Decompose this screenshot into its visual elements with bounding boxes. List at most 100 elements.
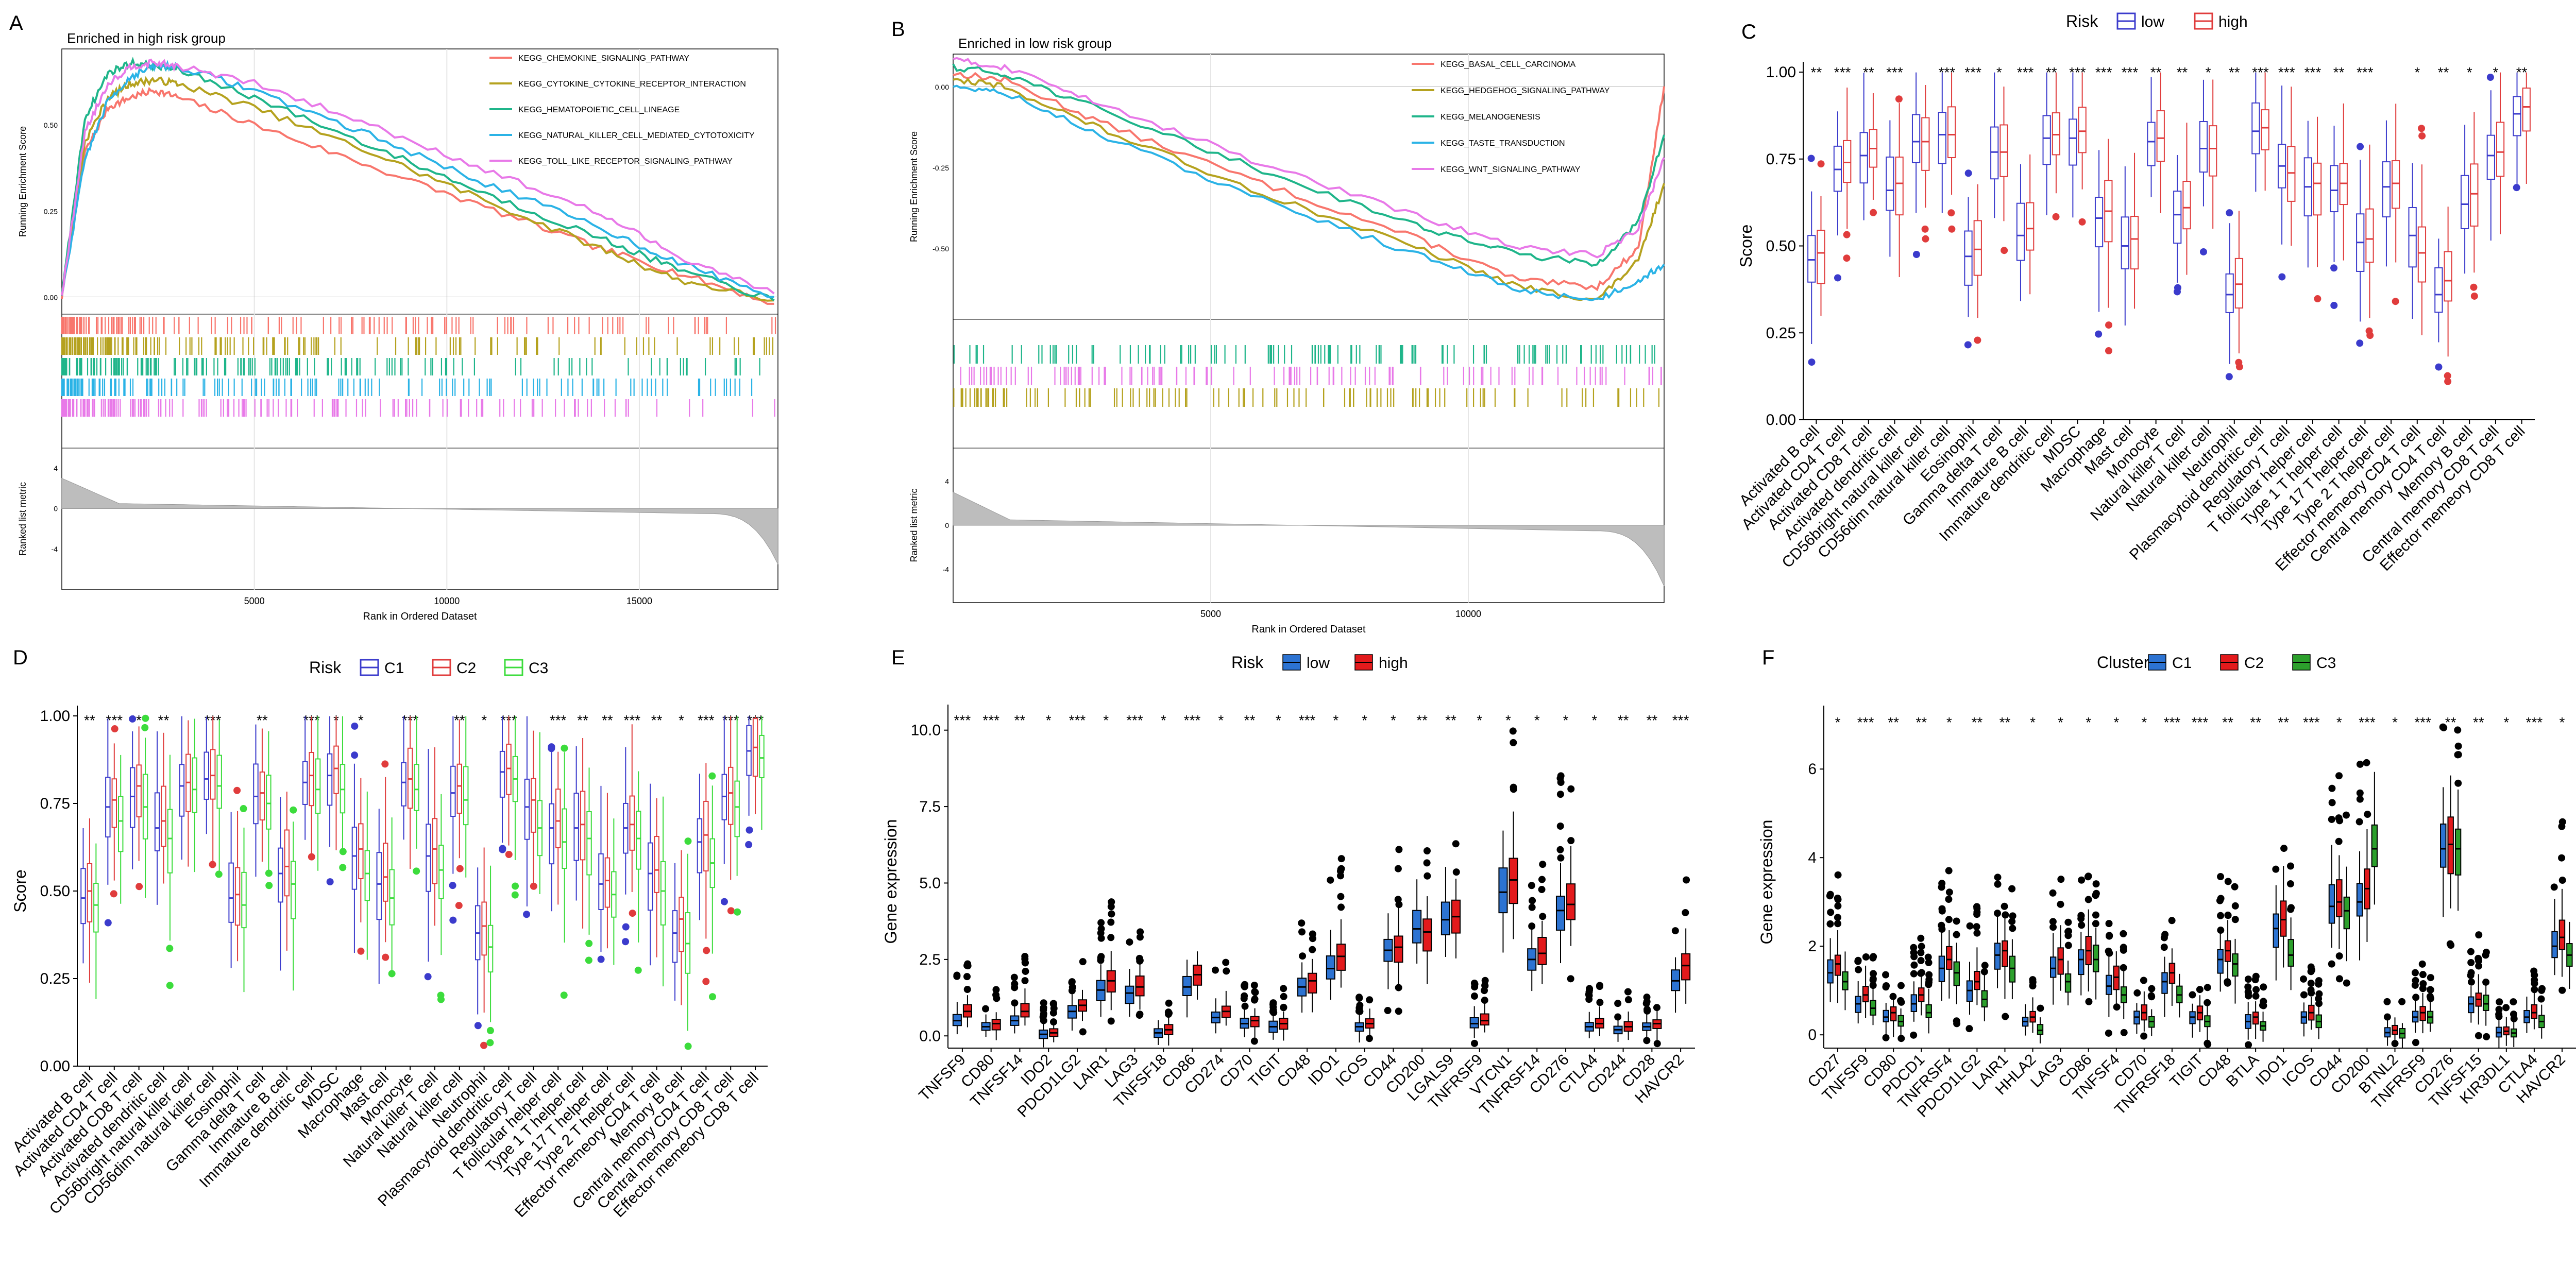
y-tick-label: 0.50: [40, 883, 70, 900]
outlier-point: [1250, 996, 1258, 1004]
legend-label-kegg-natural-killer-cell-mediated-cytotoxicity: KEGG_NATURAL_KILLER_CELL_MEDIATED_CYTOTO…: [518, 131, 755, 140]
box-c1: [450, 765, 456, 817]
outlier-point: [2224, 911, 2232, 919]
box-high: [1681, 953, 1691, 981]
significance-marker: *: [2058, 714, 2063, 730]
outlier-point: [240, 805, 247, 813]
outlier-point: [1423, 872, 1431, 880]
legend-label-kegg-hedgehog-signaling-pathway: KEGG_HEDGEHOG_SIGNALING_PATHWAY: [1440, 87, 1610, 95]
y-tick-label: 0.75: [1766, 151, 1796, 168]
box-c3: [1953, 961, 1960, 986]
outlier-point: [1938, 880, 1946, 887]
outlier-point: [1165, 999, 1173, 1007]
box-high: [1422, 918, 1432, 952]
outlier-point: [1211, 966, 1219, 974]
significance-marker: **: [2438, 64, 2449, 80]
y-tick-label: 10.0: [911, 722, 941, 739]
y-axis-label-bottom: Ranked list metric: [18, 482, 28, 556]
box-c2: [2419, 1006, 2426, 1021]
outlier-point: [2356, 789, 2364, 797]
outlier-point: [2412, 977, 2419, 984]
outlier-point: [1624, 988, 1632, 996]
box-c3: [2287, 939, 2294, 967]
outlier-point: [1557, 772, 1565, 780]
outlier-point: [2092, 891, 2100, 898]
legend-label-c1: C1: [2172, 655, 2192, 672]
significance-marker: **: [84, 712, 95, 728]
outlier-point: [1126, 938, 1133, 946]
outlier-point: [1556, 822, 1564, 830]
significance-marker: *: [1835, 714, 1841, 730]
outlier-point: [351, 751, 359, 759]
significance-marker: **: [2516, 64, 2528, 80]
x-axis-label: Rank in Ordered Dataset: [1251, 624, 1366, 635]
outlier-point: [2231, 883, 2239, 891]
significance-marker: *: [1996, 64, 2002, 80]
significance-marker: ***: [1964, 64, 1981, 80]
y-tick-label: 0.00: [44, 294, 58, 302]
box-high: [1947, 106, 1956, 158]
outlier-point: [2196, 986, 2204, 994]
outlier-point: [2482, 978, 2490, 986]
box-high: [1999, 124, 2008, 177]
outlier-point: [290, 806, 297, 814]
box-high: [1020, 1003, 1030, 1018]
significance-marker: **: [2176, 64, 2188, 80]
outlier-point: [1807, 155, 1815, 162]
outlier-point: [2168, 917, 2176, 924]
outlier-point: [2217, 912, 2225, 919]
outlier-point: [1945, 896, 1953, 903]
legend-label-c3: C3: [529, 660, 548, 677]
outlier-point: [1452, 840, 1460, 848]
outlier-point: [2148, 985, 2156, 992]
outlier-point: [1241, 992, 1248, 1000]
box-low: [1859, 132, 1868, 184]
box-c1: [228, 862, 234, 923]
box-c3: [2454, 828, 2462, 876]
significance-marker: *: [2086, 714, 2091, 730]
outlier-point: [2435, 363, 2443, 371]
outlier-point: [2078, 876, 2086, 884]
outlier-point: [357, 947, 365, 955]
significance-marker: ***: [1184, 712, 1201, 728]
outlier-point: [1557, 854, 1565, 862]
outlier-point: [2365, 327, 2373, 335]
significance-marker: ***: [2252, 64, 2269, 80]
outlier-point: [2009, 912, 2016, 920]
outlier-point: [2272, 865, 2280, 873]
box-high: [1480, 1013, 1489, 1026]
outlier-point: [1947, 209, 1955, 217]
outlier-point: [142, 714, 149, 722]
outlier-point: [1395, 901, 1403, 909]
outlier-point: [2105, 321, 2113, 329]
outlier-point: [2160, 944, 2168, 951]
outlier-point: [382, 953, 389, 961]
outlier-point: [1021, 952, 1029, 960]
significance-marker: **: [577, 712, 588, 728]
outlier-point: [1040, 1006, 1047, 1014]
y-tick-label: 0.25: [1766, 324, 1796, 341]
y-tick-label: 4: [1808, 849, 1817, 866]
outlier-point: [2252, 972, 2260, 980]
legend-label-kegg-toll-like-receptor-signaling-pathway: KEGG_TOLL_LIKE_RECEPTOR_SIGNALING_PATHWA…: [518, 157, 733, 166]
box-c2: [456, 763, 463, 814]
outlier-point: [1251, 988, 1259, 996]
box-high: [2182, 181, 2191, 230]
outlier-point: [2001, 247, 2008, 254]
box-low: [2042, 115, 2051, 165]
box-low: [2147, 122, 2156, 166]
y-tick-label: 2: [1808, 938, 1817, 955]
significance-marker: **: [1646, 712, 1657, 728]
outlier-point: [308, 853, 315, 861]
outlier-point: [2483, 1033, 2490, 1040]
significance-marker: **: [2229, 64, 2240, 80]
outlier-point: [2315, 995, 2323, 1003]
significance-marker: ***: [1834, 64, 1851, 80]
significance-marker: ***: [550, 712, 567, 728]
box-c2: [382, 843, 388, 902]
outlier-point: [2418, 125, 2426, 132]
box-c3: [1925, 1004, 1932, 1018]
legend-label-kegg-taste-transduction: KEGG_TASTE_TRANSDUCTION: [1440, 139, 1565, 148]
outlier-point: [1964, 169, 1972, 177]
outlier-point: [1938, 926, 1946, 933]
